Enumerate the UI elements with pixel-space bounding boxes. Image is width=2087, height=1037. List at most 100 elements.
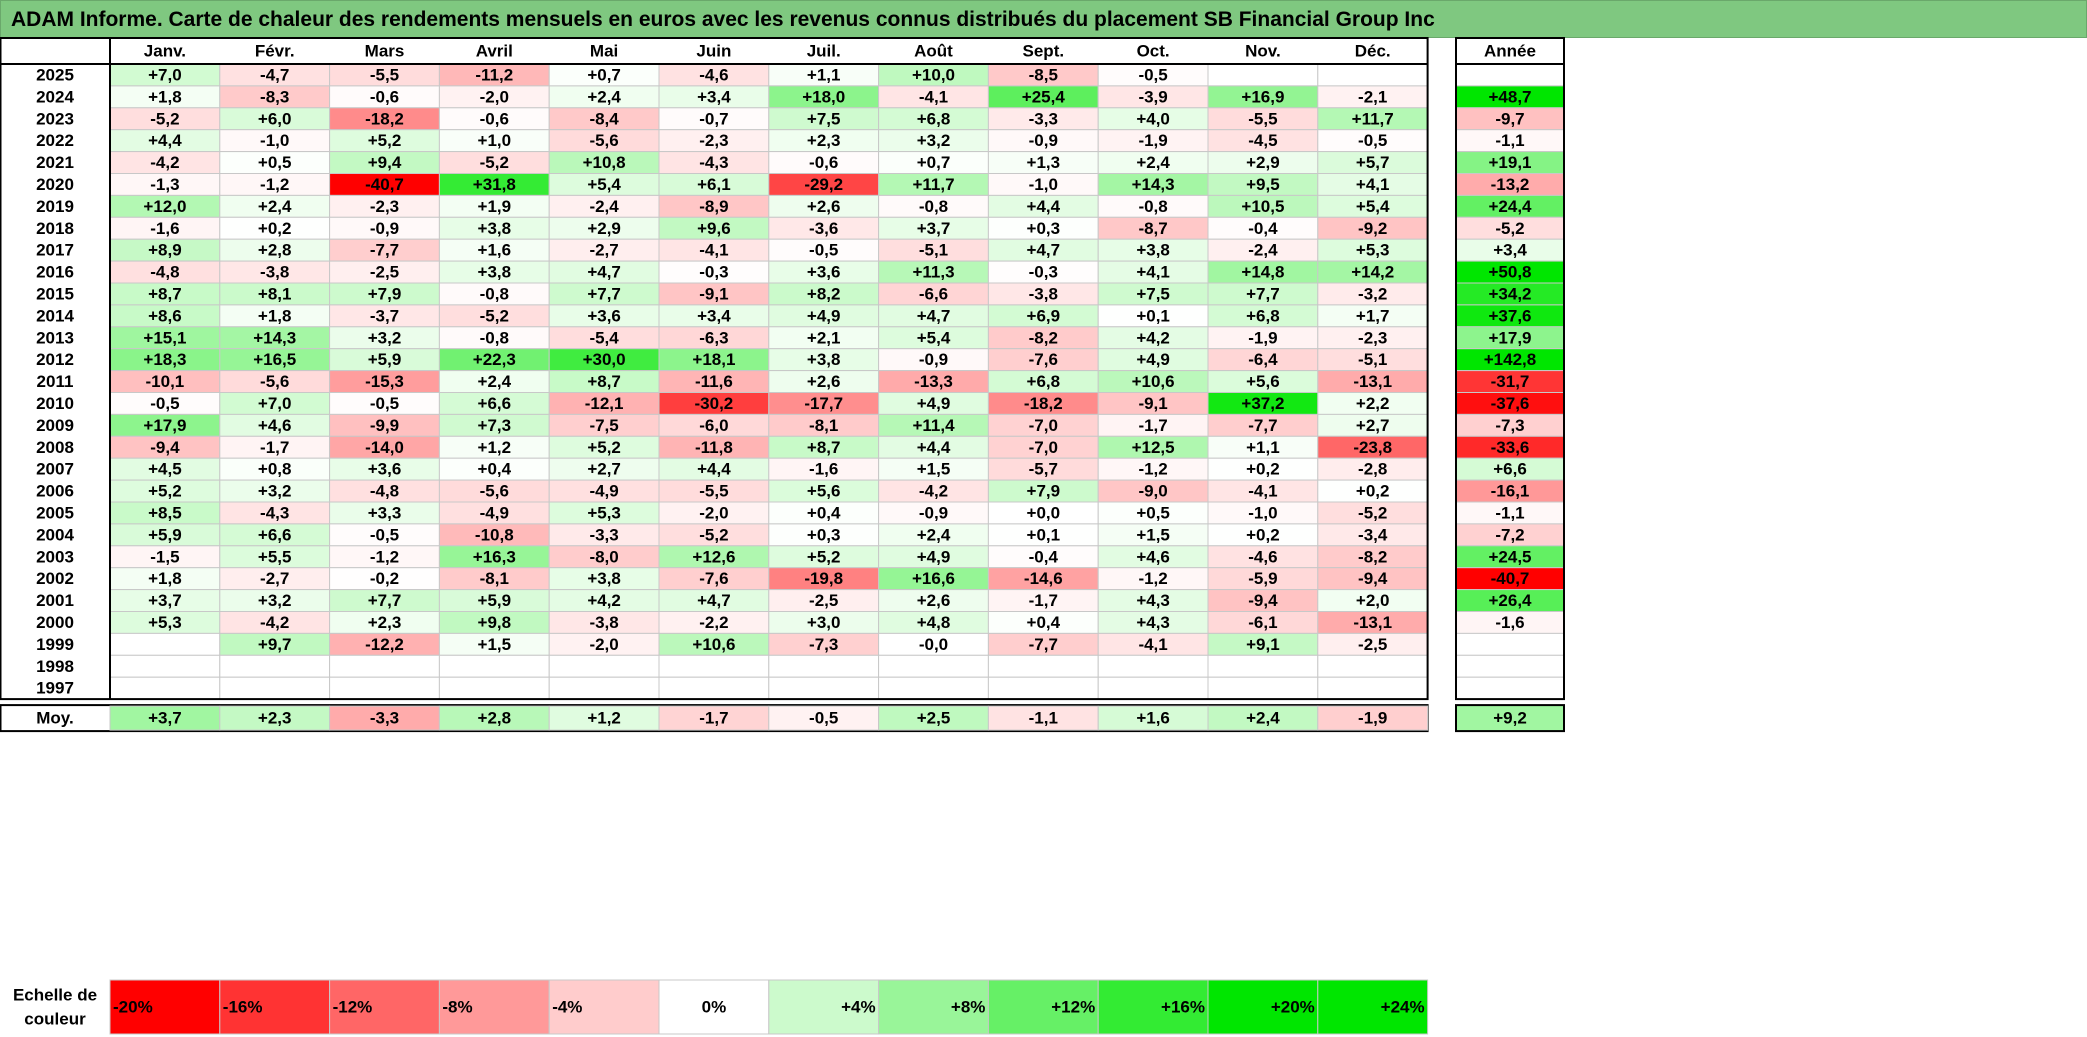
year-value: +37,6 [1488,306,1531,325]
cell-value: -3,3 [589,525,618,544]
cell-value: -4,2 [919,482,948,501]
cell-value: -4,6 [1248,547,1277,566]
cell-value: +1,6 [478,241,512,260]
cell-value: -7,7 [370,241,399,260]
cell-value: -8,9 [699,197,728,216]
cell-value: -0,4 [1029,547,1059,566]
cell-value: +30,0 [583,350,626,369]
cell-value: +1,1 [1246,438,1280,457]
cell-value: -30,2 [695,394,734,413]
row-label: 2001 [36,591,74,610]
row-label: 2015 [36,284,74,303]
row-label: 2009 [36,416,74,435]
cell-value: -8,0 [589,547,618,566]
cell-value: +4,9 [1136,350,1170,369]
cell-value: -8,7 [1138,219,1167,238]
row-label: 2021 [36,153,74,172]
cell-value: +9,7 [258,635,292,654]
year-value: -7,3 [1495,416,1524,435]
cell-value: +0,3 [807,525,841,544]
cell-value: -9,1 [1138,394,1167,413]
heatmap-cell [1207,654,1319,678]
cell-value: -5,2 [480,153,509,172]
year-value: +24,4 [1488,197,1532,216]
cell-value: +14,8 [1241,263,1284,282]
cell-value: +0,4 [478,460,512,479]
cell-value: +3,2 [368,328,402,347]
cell-value: +8,7 [148,284,182,303]
year-value: -1,6 [1495,613,1524,632]
cell-value: +4,1 [1356,175,1390,194]
column-header: Nov. [1245,42,1281,61]
cell-value: +18,0 [802,87,845,106]
color-scale-label: Echelle de [13,986,97,1005]
average-value: +2,4 [1246,709,1280,728]
cell-value: -4,1 [699,241,728,260]
cell-value: -0,3 [699,263,728,282]
cell-value: -0,5 [370,394,399,413]
cell-value: -11,2 [475,65,513,84]
heatmap-cell [548,654,660,678]
cell-value: -5,9 [1248,569,1277,588]
cell-value: -11,8 [695,438,733,457]
cell-value: +0,5 [1136,503,1170,522]
cell-value: +2,9 [587,219,621,238]
cell-value: +6,1 [697,175,731,194]
cell-value: -18,2 [1024,394,1063,413]
year-cell [1455,632,1565,656]
year-frame [1455,37,1565,701]
average-value: -3,3 [370,709,399,728]
cell-value: -3,8 [260,263,289,282]
cell-value: +6,9 [1027,306,1061,325]
cell-value: +7,7 [1246,284,1280,303]
cell-value: -0,8 [480,328,509,347]
cell-value: +6,8 [1246,306,1280,325]
cell-value: -5,2 [699,525,728,544]
cell-value: +2,0 [1356,591,1390,610]
cell-value: -1,2 [1138,569,1167,588]
row-label: 2016 [36,263,74,282]
cell-value: +10,8 [583,153,626,172]
column-header: Avril [476,42,513,61]
cell-value: -0,2 [370,569,399,588]
cell-value: +3,8 [587,569,621,588]
column-header: Janv. [144,42,186,61]
heatmap-cell [109,632,221,656]
cell-value: +0,8 [258,460,292,479]
cell-value: +5,9 [368,350,402,369]
row-label: 2019 [36,197,74,216]
table-frame [0,37,1429,701]
cell-value: +5,2 [587,438,621,457]
color-scale-value: +12% [1051,998,1095,1017]
cell-value: +16,5 [253,350,296,369]
cell-value: +2,6 [917,591,951,610]
heatmap-cell [548,676,660,700]
cell-value: -5,5 [699,482,728,501]
cell-value: +16,3 [473,547,516,566]
cell-value: -2,5 [1358,635,1387,654]
cell-value: +14,3 [253,328,296,347]
cell-value: -11,6 [695,372,733,391]
cell-value: -4,2 [150,153,179,172]
cell-value: +5,2 [368,131,402,150]
cell-value: -1,6 [809,460,838,479]
cell-value: -0,5 [150,394,179,413]
cell-value: +7,9 [1027,482,1061,501]
cell-value: +7,7 [587,284,621,303]
cell-value: -2,3 [370,197,399,216]
cell-value: +5,9 [148,525,182,544]
cell-value: +7,0 [148,65,182,84]
color-scale-swatch [1097,979,1209,1035]
cell-value: +8,2 [807,284,841,303]
year-value: -33,6 [1491,438,1530,457]
cell-value: +1,8 [148,569,182,588]
cell-value: +5,7 [1356,153,1390,172]
cell-value: +0,5 [258,153,292,172]
cell-value: +4,9 [807,306,841,325]
cell-value: +0,2 [1246,525,1280,544]
year-value: +48,7 [1488,87,1531,106]
cell-value: +3,2 [258,591,292,610]
color-scale-value: +4% [841,998,876,1017]
cell-value: -4,3 [260,503,289,522]
